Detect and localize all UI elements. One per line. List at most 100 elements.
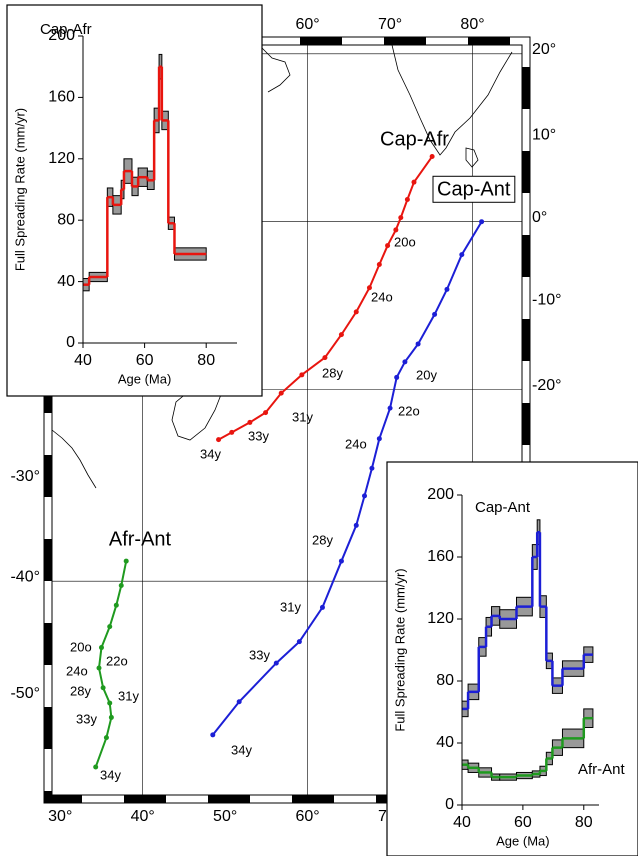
x-tick-label: 70° xyxy=(378,16,402,33)
chron-label: 31y xyxy=(118,688,139,703)
track-point xyxy=(319,604,325,610)
x-tick-label: 80 xyxy=(575,814,593,831)
chron-label: 33y xyxy=(249,647,270,662)
coastlines xyxy=(51,44,513,489)
x-tick-label: 60 xyxy=(136,352,154,369)
y-tick-label: 20° xyxy=(532,41,556,58)
track-point xyxy=(369,465,375,471)
chron-label: 28y xyxy=(322,365,343,380)
y-tick-label: -20° xyxy=(532,377,562,394)
chron-label: 28y xyxy=(312,532,333,547)
x-tick-label: 60 xyxy=(514,814,532,831)
y-tick-label: 120 xyxy=(427,610,454,627)
track-point xyxy=(394,374,400,380)
track-point xyxy=(376,262,382,268)
track-point xyxy=(236,699,242,705)
track-point xyxy=(247,419,253,425)
y-tick-label: -30° xyxy=(10,468,40,485)
track-point xyxy=(338,332,344,338)
series-label: Cap-Ant xyxy=(475,499,531,516)
track-point xyxy=(385,243,391,249)
track-point xyxy=(296,639,302,645)
map-frame-bars xyxy=(44,37,530,803)
chron-label: 34y xyxy=(231,742,252,757)
x-tick-label: 50° xyxy=(213,808,237,825)
track-point xyxy=(415,341,421,347)
y-axis-title: Full Spreading Rate (mm/yr) xyxy=(392,568,407,731)
y-tick-label: 0 xyxy=(445,796,454,813)
track-point xyxy=(210,732,216,738)
series-label: Afr-Ant xyxy=(578,761,626,778)
y-axis-title: Full Spreading Rate (mm/yr) xyxy=(12,108,27,271)
map-frame xyxy=(43,36,531,804)
track-point xyxy=(479,219,485,225)
chron-label: 20y xyxy=(416,367,437,382)
track-point xyxy=(444,286,450,292)
track-point xyxy=(229,429,235,435)
coastline xyxy=(51,429,97,489)
track-point xyxy=(216,437,222,443)
track-point xyxy=(387,405,393,411)
x-axis-title: Age (Ma) xyxy=(496,833,549,848)
track-point xyxy=(98,645,104,651)
y-tick-label: 200 xyxy=(48,27,75,44)
track-point xyxy=(353,522,359,528)
y-tick-label: 160 xyxy=(48,89,75,106)
chron-label: 34y xyxy=(200,446,221,461)
track-point xyxy=(299,372,305,378)
track-point xyxy=(376,436,382,442)
chron-label: 33y xyxy=(76,711,97,726)
x-tick-label: 60° xyxy=(296,808,320,825)
x-tick-label: 80 xyxy=(197,352,215,369)
track-point xyxy=(107,624,113,630)
chron-label: 31y xyxy=(292,409,313,424)
track-point xyxy=(338,558,344,564)
y-tick-label: 0° xyxy=(532,209,547,226)
coastline xyxy=(465,147,479,168)
y-tick-label: -40° xyxy=(10,568,40,585)
y-tick-label: 120 xyxy=(48,150,75,167)
track-point xyxy=(366,285,372,291)
x-tick-label: 60° xyxy=(296,16,320,33)
y-tick-label: -10° xyxy=(532,292,562,309)
track-name: Afr-Ant xyxy=(109,528,172,550)
y-tick-label: 160 xyxy=(427,548,454,565)
y-tick-label: -50° xyxy=(10,685,40,702)
track-point xyxy=(322,355,328,361)
track-line xyxy=(212,221,483,736)
x-tick-label: 40 xyxy=(453,814,471,831)
y-tick-label: 80 xyxy=(57,211,75,228)
chron-label: 22o xyxy=(398,403,420,418)
track-name: Cap-Ant xyxy=(437,178,511,200)
x-axis-title: Age (Ma) xyxy=(118,371,171,386)
track-point xyxy=(93,764,99,770)
track-point xyxy=(398,215,404,221)
track-point xyxy=(362,493,368,499)
coastline xyxy=(391,44,513,156)
x-tick-label: 40 xyxy=(74,352,92,369)
chron-label: 34y xyxy=(100,767,121,782)
chron-label: 31y xyxy=(280,599,301,614)
track-name: Cap-Afr xyxy=(380,128,449,150)
y-tick-label: 40 xyxy=(436,734,454,751)
track-point xyxy=(432,311,438,317)
track-point xyxy=(118,582,124,588)
track-point xyxy=(123,558,129,564)
track-point xyxy=(273,660,279,666)
y-tick-label: 200 xyxy=(427,486,454,503)
inset-box xyxy=(6,4,263,397)
track-point xyxy=(393,227,399,233)
map-frame-inner xyxy=(51,44,523,796)
track-point xyxy=(353,309,359,315)
track-point xyxy=(459,252,465,258)
track-point xyxy=(429,154,435,160)
x-tick-label: 80° xyxy=(460,16,484,33)
track-point xyxy=(404,196,410,202)
track-point xyxy=(96,665,102,671)
track-point xyxy=(107,700,113,706)
track-point xyxy=(278,390,284,396)
chron-label: 24o xyxy=(371,289,393,304)
track-point xyxy=(113,602,119,608)
